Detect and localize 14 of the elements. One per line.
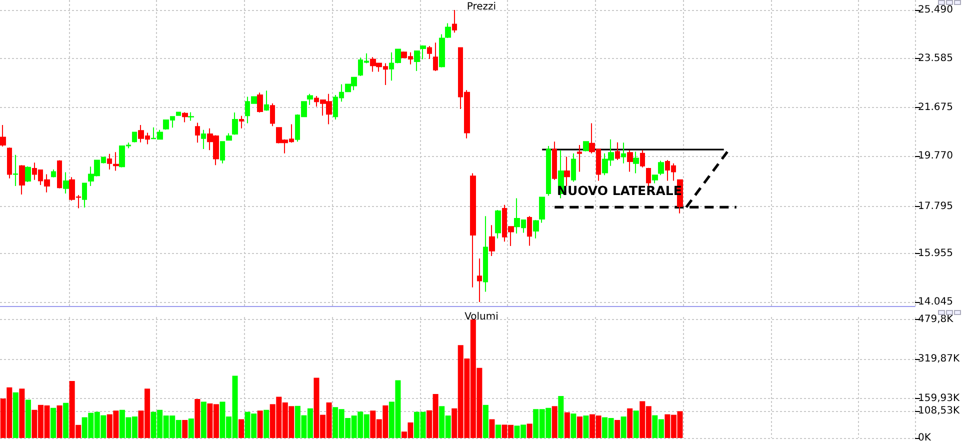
y-tick-label: 108,53K xyxy=(918,406,960,417)
y-tick-label: 15.955 xyxy=(918,248,953,259)
y-tick-label: 14.045 xyxy=(918,296,953,308)
y-tick-label: 0K xyxy=(918,432,932,444)
y-tick-label: 319,87K xyxy=(918,354,960,365)
y-tick-label: 25.490 xyxy=(918,4,953,16)
y-tick-label: 23.585 xyxy=(918,53,953,64)
y-tick-label: 21.675 xyxy=(918,102,953,113)
y-tick-label: 17.795 xyxy=(918,200,953,212)
y-tick-label: 159,93K xyxy=(918,393,960,404)
chart-title: Prezzi xyxy=(466,2,496,12)
y-tick-label: 19.770 xyxy=(918,150,953,162)
chart-title: Volumi xyxy=(464,312,498,322)
y-tick-label: 479,8K xyxy=(918,314,954,326)
